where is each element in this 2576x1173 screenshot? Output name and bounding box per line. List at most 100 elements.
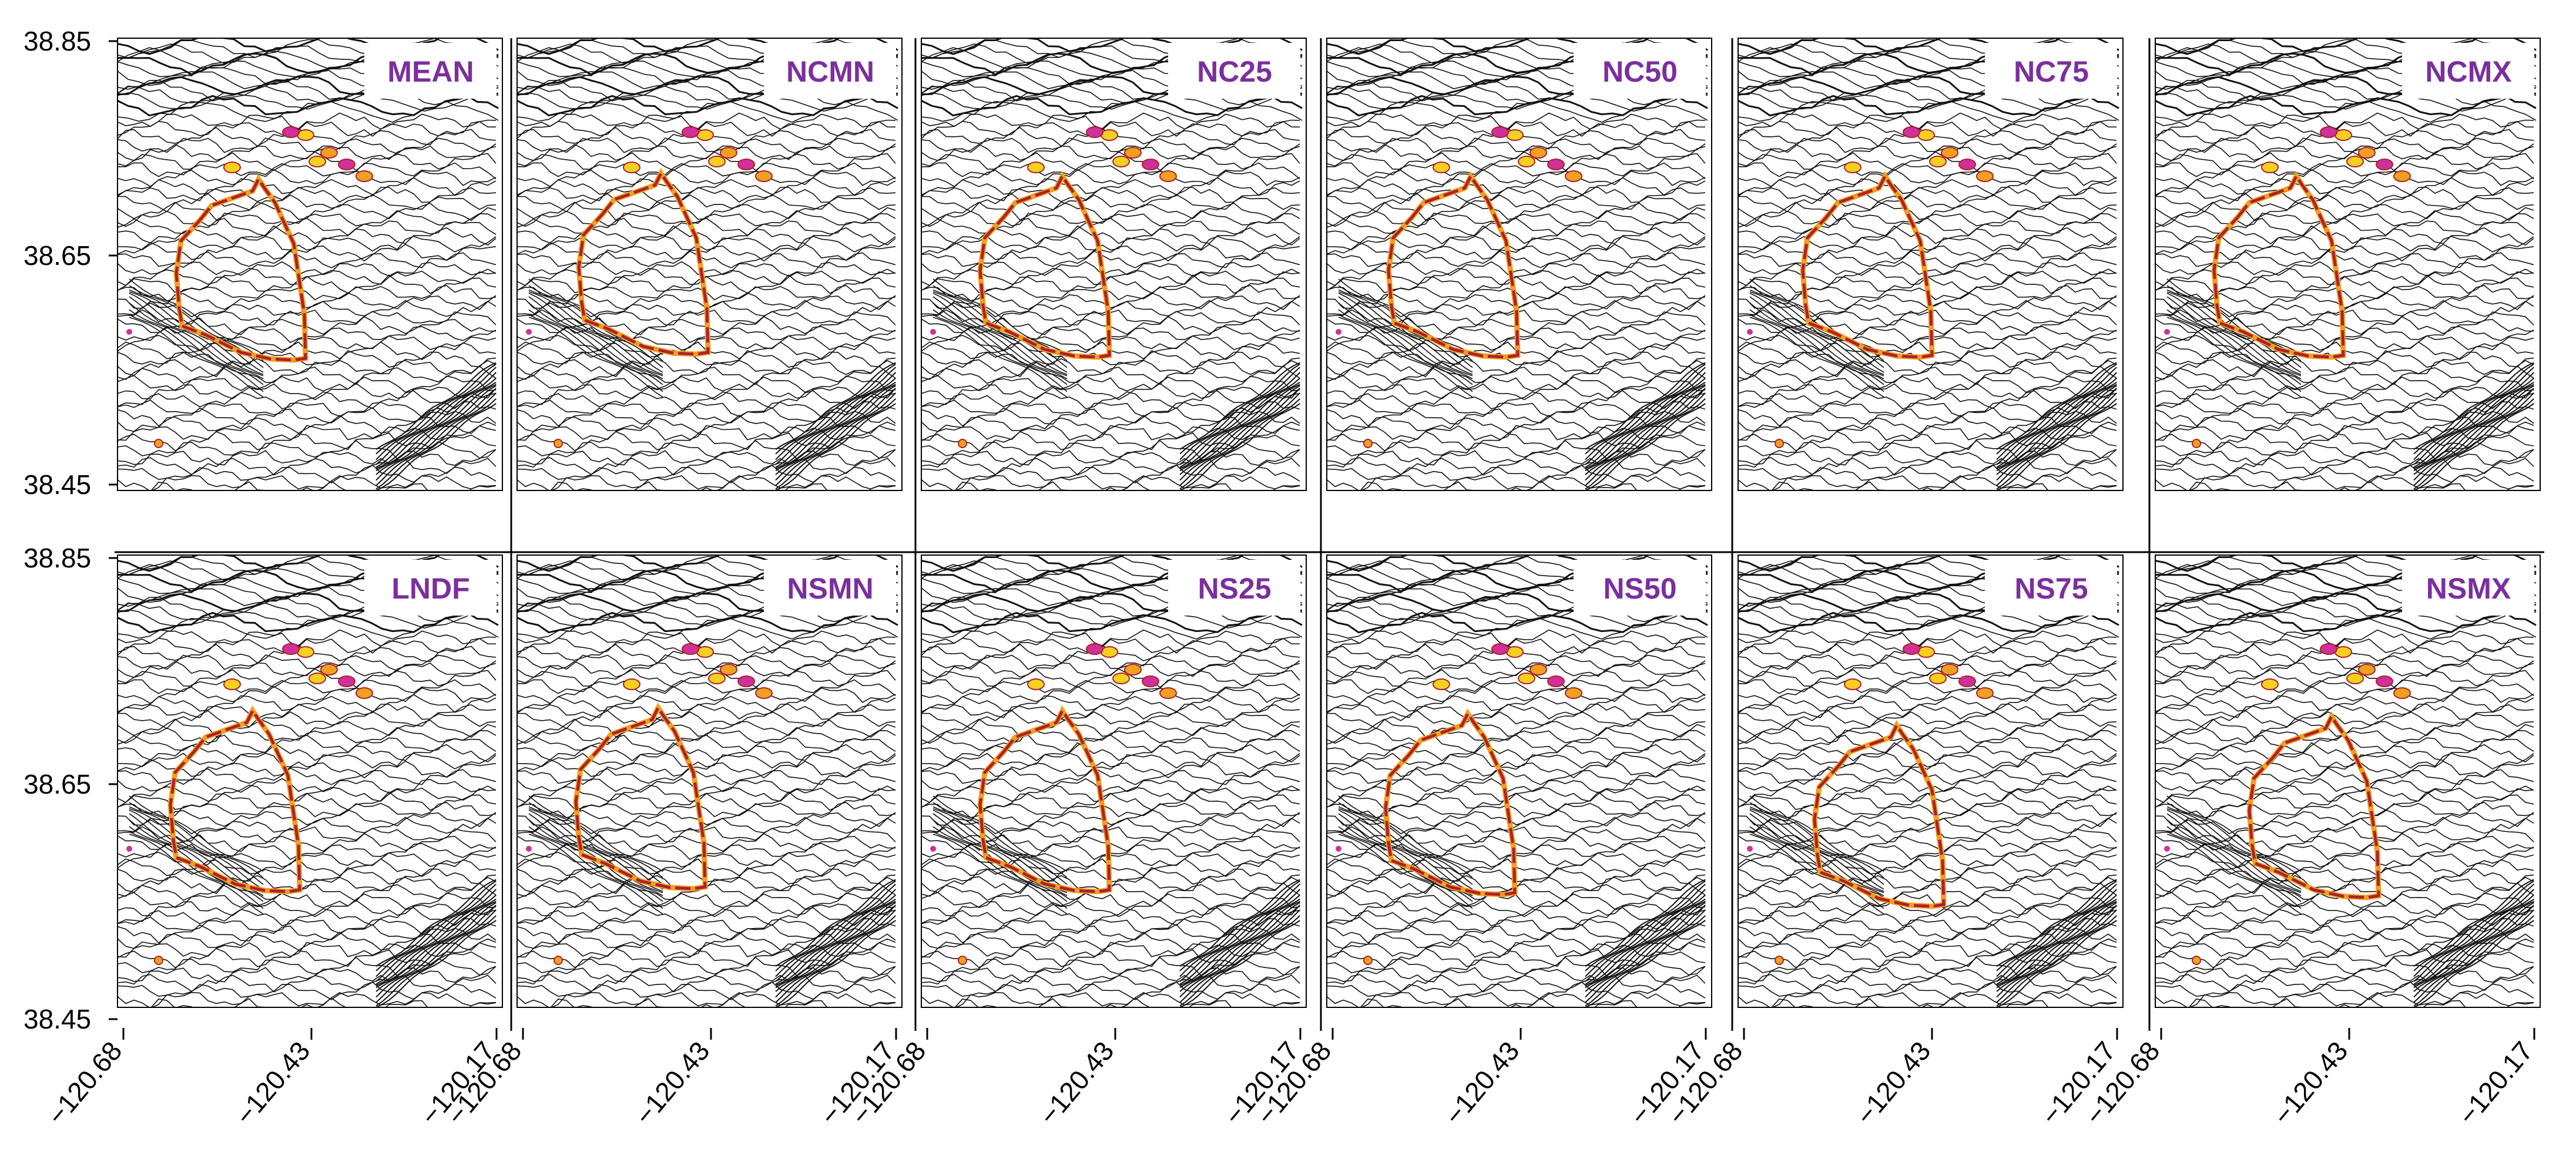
spot-fire (154, 956, 163, 965)
x-tick-label: −120.68 (41, 1036, 128, 1131)
spot-fire (958, 956, 967, 965)
panel-frame (2155, 554, 2541, 1008)
panel-label-box (764, 560, 896, 616)
spot-fire (223, 678, 241, 690)
spot-fire (1491, 643, 1509, 655)
x-tick-label: −120.43 (229, 1036, 316, 1131)
spot-fire (1941, 147, 1958, 159)
panel-label-box (364, 43, 497, 99)
spot-fire (1112, 156, 1130, 167)
panel-label: NC50 (1602, 55, 1678, 88)
panel-label-box (1985, 560, 2117, 616)
spot-fire (1958, 675, 1976, 687)
spot-fire (126, 329, 132, 335)
fire-perimeter-inner (978, 708, 1111, 893)
spot-fire (1530, 147, 1547, 159)
panel-label: NC75 (2014, 55, 2089, 88)
x-tick-label: −120.43 (1438, 1036, 1525, 1131)
panel-label: MEAN (387, 55, 474, 88)
y-tick-label: 38.45 (24, 1004, 91, 1034)
panel-label-box (1574, 560, 1706, 616)
spot-fire (2164, 329, 2170, 335)
fire-perimeter-inner (2212, 173, 2345, 359)
spot-fire (1142, 159, 1159, 170)
map-panel: NS25 (921, 554, 1307, 1008)
x-tick-label: −120.43 (1033, 1036, 1120, 1131)
spot-fire (2376, 675, 2393, 687)
panel-label: NCMX (2425, 55, 2511, 88)
spot-fire (2164, 846, 2170, 852)
y-tick-label: 38.65 (24, 240, 91, 271)
spot-fire (1976, 170, 1994, 182)
spot-fire (1336, 846, 1341, 852)
spot-fire (1086, 126, 1103, 138)
panel-label-box (2402, 560, 2534, 616)
spot-fire (1027, 162, 1045, 173)
panels-layer: MEAN NCMN NC25 NC50 NC75 NCMX LNDF NSMN NS25 NS50… (117, 38, 2541, 1008)
spot-fire (1547, 159, 1565, 170)
spot-fire (297, 646, 314, 658)
spot-fire (1124, 147, 1142, 159)
panel-frame (1326, 38, 1712, 491)
map-panel: NSMX (2155, 554, 2541, 1008)
fire-perimeter-inner (978, 173, 1111, 359)
spot-fire (682, 643, 699, 655)
panel-frame (921, 38, 1307, 491)
spot-fire (1506, 129, 1524, 141)
spot-fire (2334, 129, 2352, 141)
spot-fire (2346, 156, 2364, 167)
panel-frame (117, 38, 503, 491)
spot-fire (1917, 129, 1935, 141)
spot-fire (554, 439, 563, 448)
panel-label-box (764, 43, 896, 99)
spot-fire (930, 846, 936, 852)
spot-fire (1159, 687, 1177, 699)
panel-frame (2155, 38, 2541, 491)
map-panel: NS75 (1738, 554, 2124, 1008)
spot-fire (308, 673, 326, 684)
spot-fire (2261, 678, 2279, 690)
spot-fire (1101, 646, 1118, 658)
spot-fire (1363, 956, 1373, 965)
fire-perimeter-inner (1813, 722, 1946, 908)
x-tick-label: −120.43 (2267, 1036, 2354, 1131)
spot-fire (1336, 329, 1341, 335)
spot-fire (1775, 956, 1784, 965)
spot-fire (2376, 159, 2393, 170)
spot-fire (1976, 687, 1994, 699)
spot-fire (1958, 159, 1976, 170)
spot-fire (1917, 646, 1935, 658)
map-panel: LNDF (117, 554, 503, 1008)
spot-fire (1124, 664, 1142, 675)
spot-fire (720, 147, 737, 159)
spot-fire (355, 170, 373, 182)
panel-label: NS50 (1603, 572, 1676, 605)
spot-fire (355, 687, 373, 699)
map-panel: NCMX (2155, 38, 2541, 491)
spot-fire (755, 170, 773, 182)
panel-label-box (1168, 560, 1300, 616)
panel-label-box (364, 560, 497, 616)
spot-fire (2334, 646, 2352, 658)
spot-fire (1775, 439, 1784, 448)
spot-fire (526, 846, 532, 852)
spot-fire (526, 329, 532, 335)
panel-label: NCMN (786, 55, 874, 88)
panel-frame (1326, 554, 1712, 1008)
spot-fire (1518, 673, 1535, 684)
spot-fire (623, 162, 640, 173)
spot-fire (1506, 646, 1524, 658)
spot-fire (1929, 156, 1947, 167)
map-panel: MEAN (117, 38, 503, 491)
map-panel: NC50 (1326, 38, 1712, 491)
map-panel: NC75 (1738, 38, 2124, 491)
spot-fire (338, 675, 355, 687)
spot-fire (320, 664, 338, 675)
spot-fire (1086, 643, 1103, 655)
x-tick-label: −120.17 (2452, 1036, 2539, 1131)
spot-fire (2320, 126, 2337, 138)
spot-fire (737, 675, 755, 687)
panel-frame (921, 554, 1307, 1008)
spot-fire (1565, 687, 1582, 699)
spot-fire (2358, 664, 2376, 675)
